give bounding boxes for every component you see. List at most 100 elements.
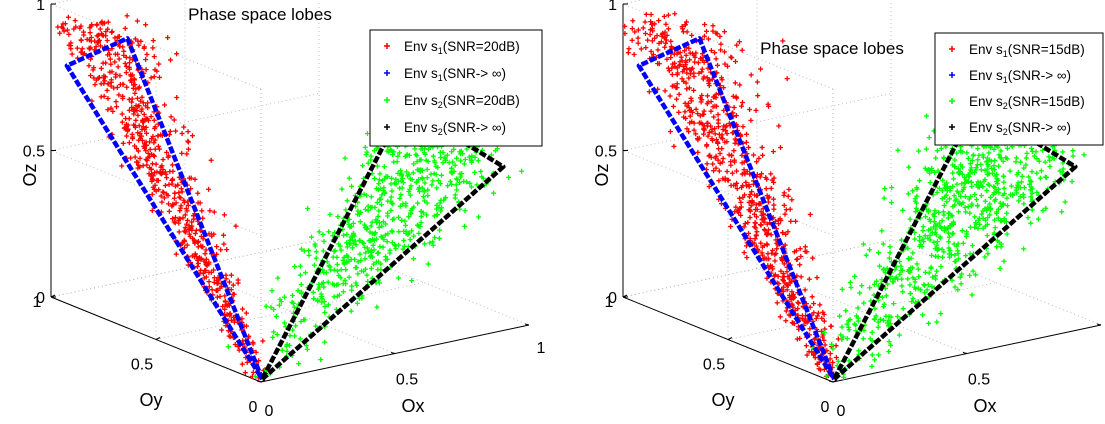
data-point bbox=[713, 95, 719, 101]
data-point bbox=[418, 219, 424, 225]
data-point bbox=[474, 182, 480, 188]
data-point bbox=[760, 152, 766, 158]
data-point bbox=[708, 108, 714, 114]
data-point bbox=[821, 311, 827, 317]
data-point bbox=[383, 173, 389, 179]
data-point bbox=[467, 180, 473, 186]
data-point bbox=[744, 255, 750, 261]
data-point bbox=[915, 285, 921, 291]
data-point bbox=[276, 302, 282, 308]
data-point bbox=[152, 67, 158, 73]
data-point bbox=[316, 229, 322, 235]
data-point bbox=[640, 25, 646, 31]
data-point bbox=[236, 347, 242, 353]
data-point bbox=[955, 166, 961, 172]
data-point bbox=[737, 195, 743, 201]
data-point bbox=[334, 282, 340, 288]
data-point bbox=[104, 87, 110, 93]
data-point bbox=[362, 244, 368, 250]
data-point bbox=[103, 33, 109, 39]
data-point bbox=[220, 303, 226, 309]
data-point bbox=[150, 38, 156, 44]
data-point bbox=[748, 117, 754, 123]
data-point bbox=[669, 72, 675, 78]
data-point bbox=[192, 176, 198, 182]
data-point bbox=[331, 294, 337, 300]
data-point bbox=[281, 294, 287, 300]
data-point bbox=[876, 352, 882, 358]
data-point bbox=[926, 207, 932, 213]
data-point bbox=[176, 229, 182, 235]
data-point bbox=[782, 211, 788, 217]
data-point bbox=[685, 100, 691, 106]
data-point bbox=[99, 31, 105, 37]
data-point bbox=[480, 175, 486, 181]
data-point bbox=[160, 157, 166, 163]
data-point bbox=[108, 77, 114, 83]
data-point bbox=[758, 222, 764, 228]
data-point bbox=[409, 228, 415, 234]
data-point bbox=[895, 314, 901, 320]
data-point bbox=[145, 150, 151, 156]
data-point bbox=[784, 282, 790, 288]
data-point bbox=[355, 259, 361, 265]
data-point bbox=[180, 215, 186, 221]
data-point bbox=[143, 22, 149, 28]
data-point bbox=[768, 232, 774, 238]
data-point bbox=[989, 170, 995, 176]
y-tick-label: 0.5 bbox=[131, 357, 153, 374]
data-point bbox=[137, 164, 143, 170]
data-point bbox=[64, 27, 70, 33]
x-tick bbox=[390, 352, 396, 354]
data-point bbox=[674, 72, 680, 78]
data-point bbox=[1036, 158, 1042, 164]
data-point bbox=[185, 217, 191, 223]
data-point bbox=[881, 301, 887, 307]
data-point bbox=[684, 126, 690, 132]
data-point bbox=[331, 248, 337, 254]
data-point bbox=[910, 275, 916, 281]
data-point bbox=[991, 230, 997, 236]
data-point bbox=[112, 35, 118, 41]
data-point bbox=[150, 173, 156, 179]
data-point bbox=[695, 149, 701, 155]
data-point bbox=[417, 169, 423, 175]
data-point bbox=[281, 320, 287, 326]
data-point bbox=[460, 151, 466, 157]
data-point bbox=[938, 263, 944, 269]
data-point bbox=[701, 125, 707, 131]
data-point bbox=[991, 163, 997, 169]
data-point bbox=[184, 151, 190, 157]
data-point bbox=[65, 14, 71, 20]
data-point bbox=[950, 162, 956, 168]
data-point bbox=[1019, 173, 1025, 179]
data-point bbox=[228, 287, 234, 293]
data-point bbox=[650, 52, 656, 58]
data-point bbox=[204, 263, 210, 269]
data-point bbox=[1049, 155, 1055, 161]
data-point bbox=[899, 283, 905, 289]
data-point bbox=[712, 126, 718, 132]
data-point bbox=[331, 267, 337, 273]
data-point bbox=[1017, 159, 1023, 165]
data-point bbox=[921, 239, 927, 245]
legend-label-subscript: 2 bbox=[1003, 127, 1008, 137]
data-point bbox=[519, 168, 525, 174]
legend-label-subscript: 2 bbox=[438, 100, 443, 110]
data-point bbox=[661, 13, 667, 19]
data-point bbox=[695, 111, 701, 117]
data-point bbox=[224, 247, 230, 253]
data-point bbox=[912, 279, 918, 285]
data-point bbox=[729, 152, 735, 158]
data-point bbox=[813, 316, 819, 322]
data-point bbox=[976, 215, 982, 221]
data-point bbox=[934, 239, 940, 245]
data-point bbox=[974, 197, 980, 203]
data-point bbox=[635, 27, 641, 33]
data-point bbox=[916, 148, 922, 154]
data-point bbox=[963, 253, 969, 259]
data-point bbox=[123, 63, 129, 69]
data-point bbox=[807, 326, 813, 332]
data-point bbox=[400, 175, 406, 181]
data-point bbox=[1070, 153, 1076, 159]
